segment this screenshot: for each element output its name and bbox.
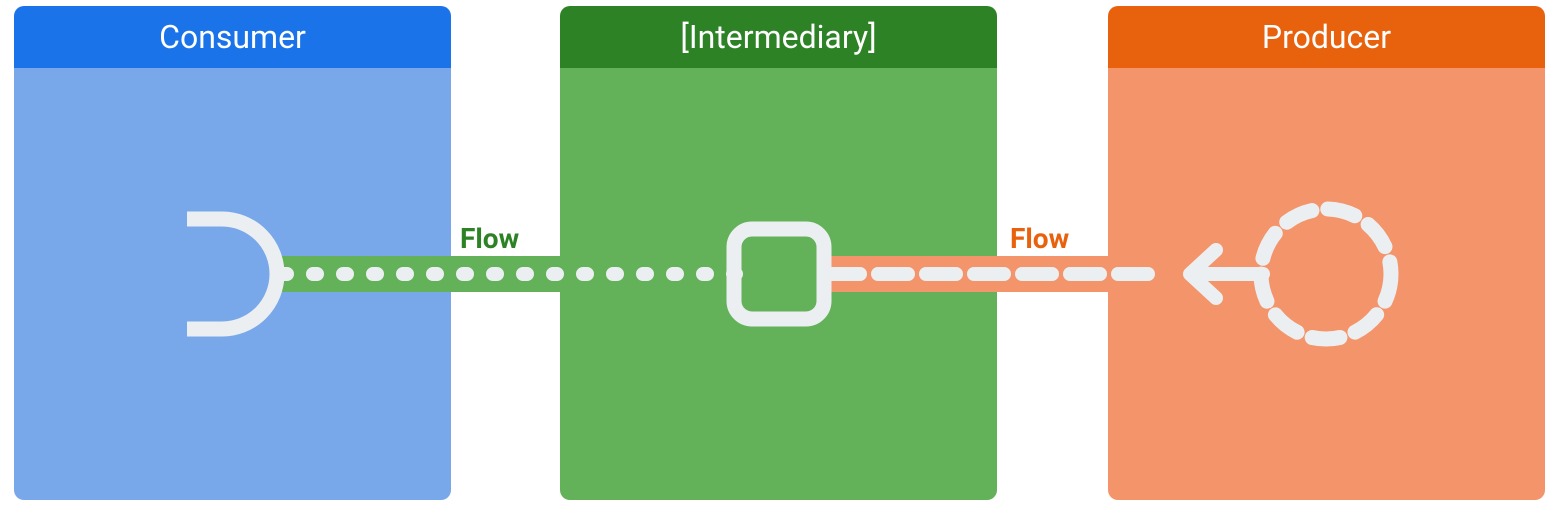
box-producer-label: Producer xyxy=(1262,18,1391,56)
box-consumer-header: Consumer xyxy=(14,6,451,68)
box-consumer: Consumer xyxy=(14,6,451,500)
box-intermediary-label: [Intermediary] xyxy=(680,18,876,56)
flow-label-left: Flow xyxy=(460,222,519,255)
box-intermediary-header: [Intermediary] xyxy=(560,6,997,68)
box-producer-body xyxy=(1108,68,1545,500)
box-intermediary: [Intermediary] xyxy=(560,6,997,500)
box-producer: Producer xyxy=(1108,6,1545,500)
box-intermediary-body xyxy=(560,68,997,500)
flow-label-right: Flow xyxy=(1010,222,1069,255)
box-consumer-body xyxy=(14,68,451,500)
box-consumer-label: Consumer xyxy=(159,18,306,56)
box-producer-header: Producer xyxy=(1108,6,1545,68)
